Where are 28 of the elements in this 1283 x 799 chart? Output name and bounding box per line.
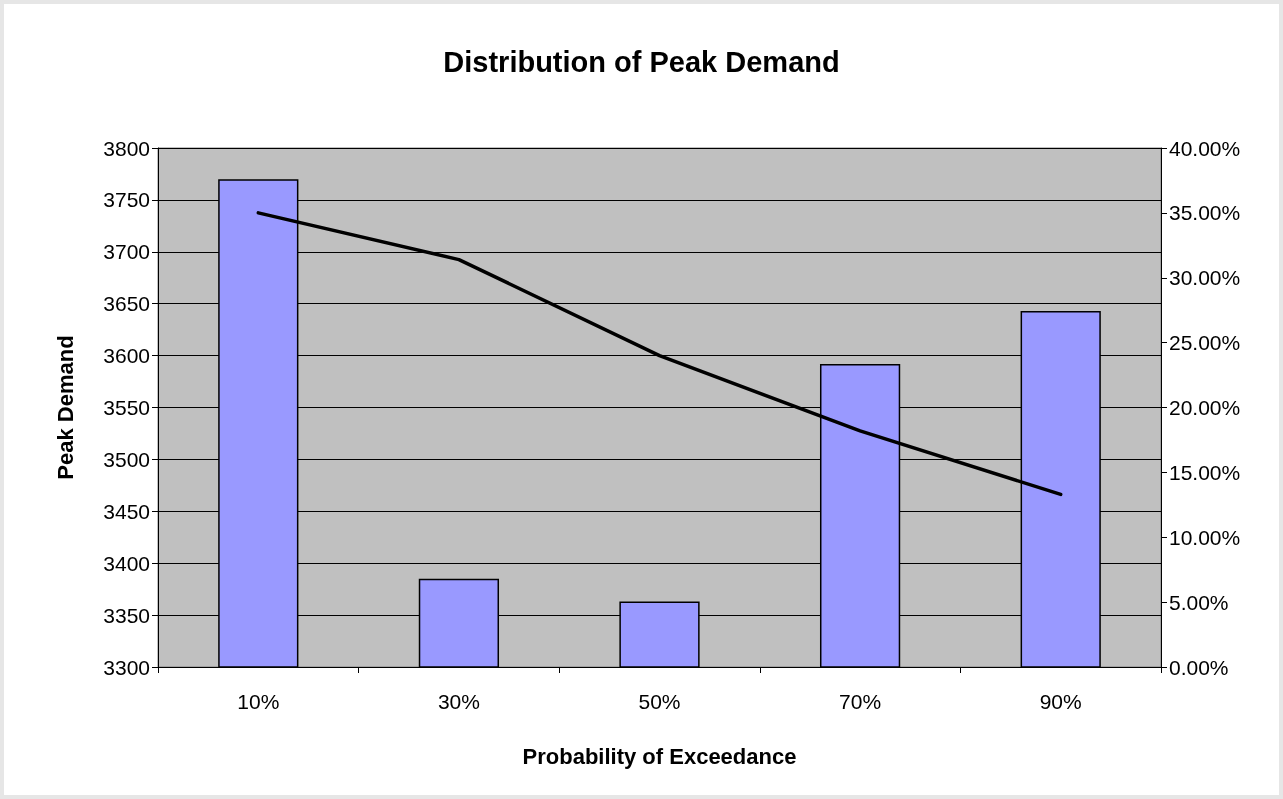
x-axis-title: Probability of Exceedance [522,743,797,769]
y2-tick-label: 25.00% [1169,331,1241,355]
y-tick-label: 3700 [103,240,150,264]
x-tick-label: 90% [1039,690,1082,713]
y2-tick-label: 40.00% [1169,136,1241,160]
x-tick-label: 50% [638,690,681,713]
y-tick-label: 3350 [103,603,150,627]
y-tick-label: 3600 [103,344,150,368]
y2-tick-label: 5.00% [1169,590,1229,614]
y-tick-label: 3550 [103,396,150,419]
y-tick-label: 3750 [103,188,150,212]
y-axis-title: Peak Demand [52,335,78,480]
y-tick-label: 3300 [103,655,150,679]
y-tick-label: 3400 [103,551,150,575]
y2-tick-label: 0.00% [1169,655,1229,679]
y2-tick-label: 35.00% [1169,201,1241,225]
chart-title: Distribution of Peak Demand [443,45,840,78]
y-tick-label: 3800 [103,136,150,160]
x-tick-label: 30% [437,690,480,713]
y2-tick-label: 30.00% [1169,266,1241,290]
y2-tick-label: 20.00% [1169,396,1241,419]
y2-tick-label: 10.00% [1169,525,1241,549]
y-tick-label: 3650 [103,292,150,316]
x-tick-label: 10% [237,690,280,713]
y-tick-label: 3450 [103,499,150,523]
y-tick-label: 3500 [103,447,150,471]
x-tick-label: 70% [839,690,882,713]
y2-tick-label: 15.00% [1169,460,1241,484]
